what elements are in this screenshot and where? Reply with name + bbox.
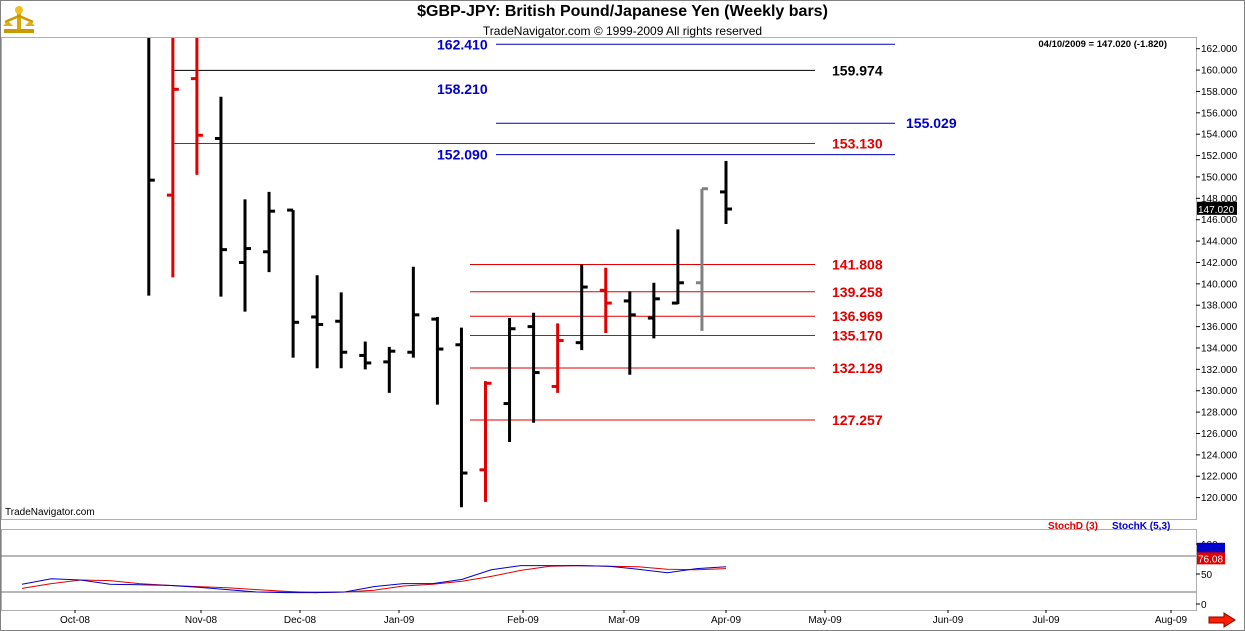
stoch-k-line	[21, 565, 727, 594]
stoch-panel-frame	[1, 529, 1197, 611]
chart-copyright: TradeNavigator.com © 1999-2009 All right…	[482, 24, 763, 38]
price-axis-label: 162.000	[1201, 44, 1238, 55]
x-axis-label: Nov-08	[185, 615, 218, 626]
price-axis-label: 148.000	[1201, 194, 1238, 205]
price-axis-label: 140.000	[1201, 279, 1238, 290]
price-level-label: 153.130	[832, 135, 883, 151]
x-axis-label: Jan-09	[384, 615, 415, 626]
stoch-k-tag	[1197, 542, 1225, 553]
date-price-readout: 04/10/2009 = 147.020 (-1.820)	[1038, 39, 1167, 50]
price-level-label: 135.170	[832, 327, 883, 343]
x-axis-label: May-09	[808, 615, 842, 626]
stoch-k-legend: StochK (5,3)	[1112, 521, 1171, 532]
trade-navigator-logo-icon	[3, 6, 35, 33]
x-axis-label: Aug-09	[1155, 615, 1188, 626]
x-axis-label: Mar-09	[608, 615, 640, 626]
x-axis-label: Feb-09	[507, 615, 539, 626]
price-level-label: 159.974	[832, 62, 883, 78]
brand-watermark: TradeNavigator.com	[5, 507, 95, 518]
price-axis-label: 156.000	[1201, 108, 1238, 119]
price-axis-label: 136.000	[1201, 322, 1238, 333]
price-level-label: 152.090	[437, 147, 488, 163]
price-axis-label: 142.000	[1201, 258, 1238, 269]
price-axis-label: 158.000	[1201, 87, 1238, 98]
price-level-label: 162.410	[437, 36, 488, 52]
price-axis-label: 124.000	[1201, 450, 1238, 461]
price-axis-label: 126.000	[1201, 429, 1238, 440]
price-axis-label: 152.000	[1201, 151, 1238, 162]
stoch-value-label: 76.08	[1198, 554, 1223, 565]
stoch-d-line	[21, 565, 727, 594]
stoch-axis-label: 0	[1201, 600, 1207, 611]
last-price-tag	[1197, 201, 1237, 215]
price-axis-label: 146.000	[1201, 215, 1238, 226]
x-axis-label: Oct-08	[60, 615, 90, 626]
price-axis-label: 128.000	[1201, 408, 1238, 419]
price-level-label: 139.258	[832, 284, 883, 300]
stoch-d-legend: StochD (3)	[1048, 521, 1098, 532]
price-axis-label: 150.000	[1201, 172, 1238, 183]
price-level-label: 136.969	[832, 308, 883, 324]
price-axis-label: 130.000	[1201, 386, 1238, 397]
price-level-label: 127.257	[832, 412, 883, 428]
price-axis-label: 134.000	[1201, 343, 1238, 354]
price-axis-label: 154.000	[1201, 130, 1238, 141]
price-level-label: 158.210	[437, 81, 488, 97]
price-axis-label: 138.000	[1201, 301, 1238, 312]
stoch-axis-label: 50	[1201, 570, 1213, 581]
x-axis-label: Apr-09	[711, 615, 741, 626]
price-axis-label: 122.000	[1201, 472, 1238, 483]
price-level-label: 141.808	[832, 257, 883, 273]
last-price-label: 147.020	[1198, 205, 1235, 216]
x-axis-label: Jun-09	[933, 615, 964, 626]
scroll-right-arrow-icon[interactable]	[1207, 612, 1237, 628]
price-axis-label: 120.000	[1201, 493, 1238, 504]
price-panel-frame	[1, 37, 1197, 520]
x-axis-label: Jul-09	[1032, 615, 1060, 626]
x-axis-label: Dec-08	[284, 615, 317, 626]
price-axis-label: 132.000	[1201, 365, 1238, 376]
price-axis-label: 160.000	[1201, 66, 1238, 77]
stoch-value-tag	[1197, 552, 1225, 565]
price-axis-label: 144.000	[1201, 237, 1238, 248]
price-level-label: 132.129	[832, 360, 883, 376]
chart-title: $GBP-JPY: British Pound/Japanese Yen (We…	[417, 3, 828, 20]
price-level-label: 155.029	[906, 115, 957, 131]
